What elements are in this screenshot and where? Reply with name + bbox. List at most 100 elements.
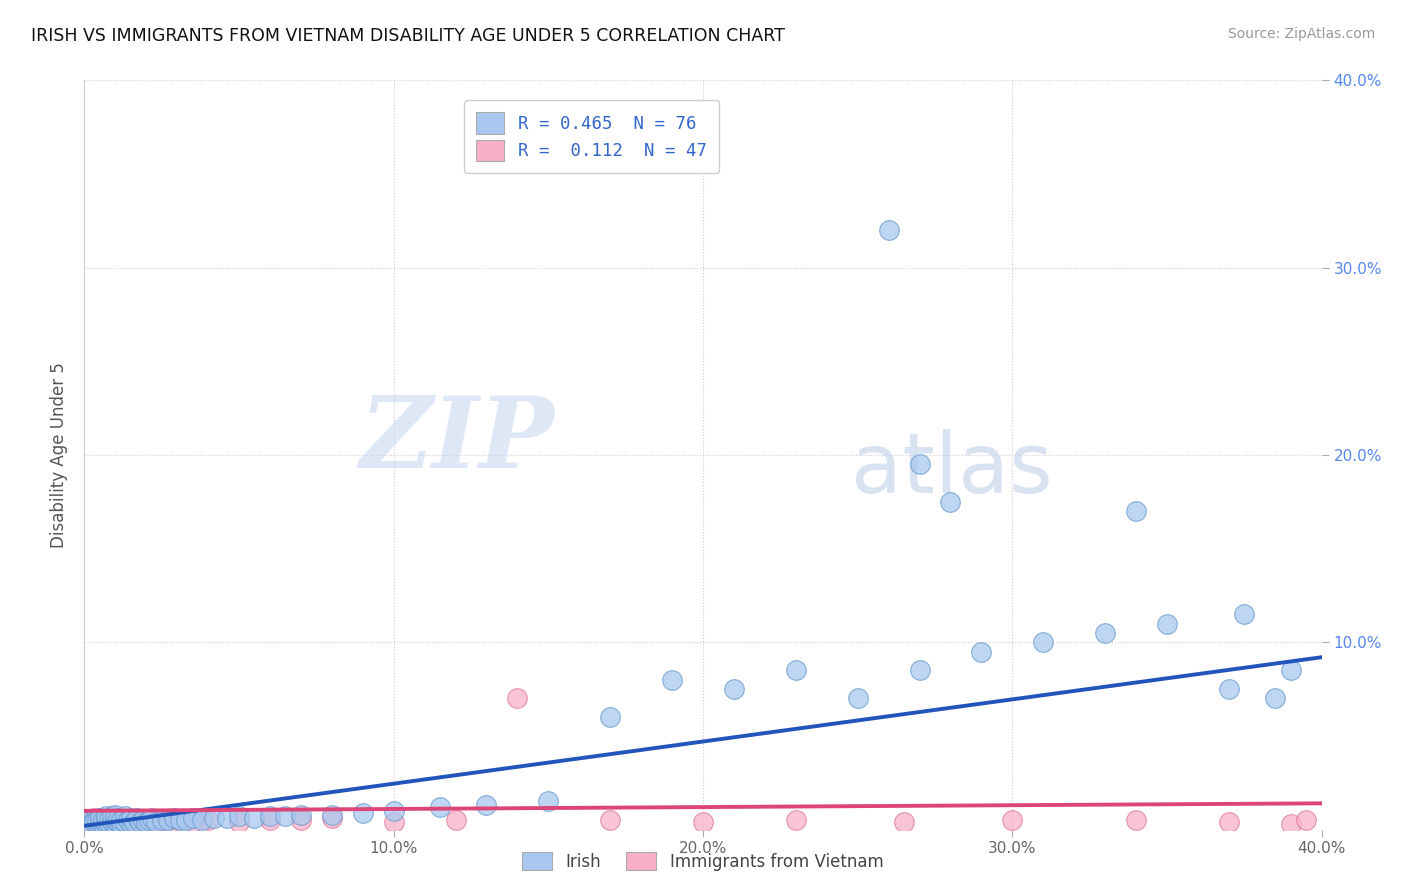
Point [91, 814, 114, 828]
Point [129, 815, 152, 830]
Point [120, 817, 142, 831]
Point [138, 814, 160, 828]
Point [94, 809, 117, 823]
Point [197, 814, 219, 828]
Point [970, 644, 993, 658]
Point [122, 815, 145, 830]
Point [1233, 607, 1256, 621]
Point [243, 811, 266, 825]
Point [94, 814, 117, 828]
Point [352, 805, 374, 820]
Point [89, 811, 111, 825]
Point [83, 819, 105, 833]
Point [1264, 691, 1286, 706]
Point [1094, 626, 1116, 640]
Point [444, 814, 467, 828]
Point [475, 798, 498, 813]
Point [290, 807, 312, 822]
Point [98, 811, 121, 825]
Text: atlas: atlas [852, 429, 1053, 510]
Point [101, 809, 124, 823]
Point [1279, 817, 1302, 831]
Point [169, 814, 191, 828]
Point [537, 795, 560, 809]
Point [939, 494, 962, 508]
Point [79, 817, 101, 831]
Point [86, 814, 108, 828]
Point [89, 815, 111, 830]
Point [94, 814, 117, 828]
Text: ZIP: ZIP [360, 392, 554, 488]
Point [202, 811, 225, 825]
Point [101, 815, 124, 830]
Point [692, 815, 714, 830]
Point [101, 809, 124, 823]
Point [181, 815, 204, 830]
Point [846, 691, 869, 706]
Point [107, 815, 129, 830]
Point [1156, 616, 1178, 631]
Point [145, 814, 167, 828]
Point [259, 809, 281, 823]
Point [86, 814, 108, 828]
Point [94, 817, 117, 831]
Y-axis label: Disability Age Under 5: Disability Age Under 5 [51, 362, 69, 548]
Point [110, 817, 132, 831]
Point [76, 819, 98, 833]
Point [125, 811, 148, 825]
Point [91, 817, 114, 831]
Point [83, 815, 105, 830]
Point [599, 814, 621, 828]
Point [104, 817, 127, 831]
Point [163, 811, 186, 825]
Point [145, 815, 167, 830]
Point [89, 819, 111, 833]
Point [104, 807, 127, 822]
Point [83, 815, 105, 830]
Point [110, 814, 132, 828]
Point [125, 814, 148, 828]
Text: Source: ZipAtlas.com: Source: ZipAtlas.com [1227, 27, 1375, 41]
Point [141, 811, 163, 825]
Point [98, 817, 121, 831]
Point [94, 817, 117, 831]
Point [135, 815, 157, 830]
Point [91, 817, 114, 831]
Point [429, 800, 451, 814]
Point [114, 815, 136, 830]
Point [259, 814, 281, 828]
Point [79, 819, 101, 833]
Point [114, 809, 136, 823]
Point [120, 815, 142, 830]
Point [156, 814, 179, 828]
Point [908, 457, 931, 471]
Point [908, 664, 931, 678]
Point [110, 815, 132, 830]
Text: IRISH VS IMMIGRANTS FROM VIETNAM DISABILITY AGE UNDER 5 CORRELATION CHART: IRISH VS IMMIGRANTS FROM VIETNAM DISABIL… [31, 27, 785, 45]
Point [101, 814, 124, 828]
Point [877, 223, 900, 237]
Point [1125, 814, 1147, 828]
Point [89, 815, 111, 830]
Point [1032, 635, 1054, 649]
Point [153, 815, 176, 830]
Point [181, 811, 204, 825]
Point [215, 811, 238, 825]
Point [79, 814, 101, 828]
Point [104, 814, 127, 828]
Point [723, 682, 745, 697]
Point [661, 673, 683, 687]
Legend: R = 0.465  N = 76, R =  0.112  N = 47: R = 0.465 N = 76, R = 0.112 N = 47 [464, 100, 720, 173]
Point [599, 710, 621, 724]
Point [76, 815, 98, 830]
Point [1125, 504, 1147, 518]
Point [117, 814, 139, 828]
Point [150, 814, 173, 828]
Point [228, 815, 250, 830]
Point [1218, 682, 1240, 697]
Point [104, 815, 127, 830]
Point [274, 809, 297, 823]
Point [382, 815, 405, 830]
Point [1295, 814, 1317, 828]
Point [83, 814, 105, 828]
